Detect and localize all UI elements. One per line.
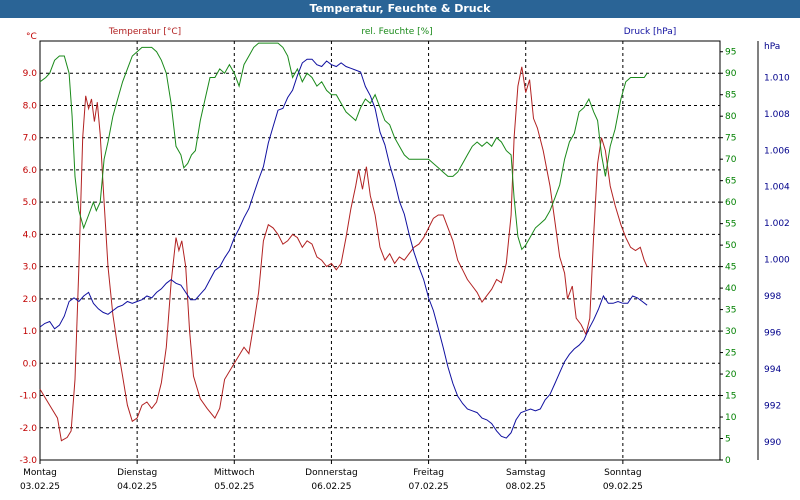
legend-entry-humidity: rel. Feuchte [%]: [361, 27, 432, 37]
legend-entry-pressure: Druck [hPa]: [624, 27, 677, 37]
temperature-tick-label: 8.0: [23, 101, 38, 111]
temperature-tick-label: 9.0: [23, 69, 38, 79]
pressure-tick-label: 992: [764, 401, 781, 411]
temperature-tick-label: 4.0: [23, 230, 38, 240]
temperature-tick-label: -1.0: [19, 392, 37, 402]
humidity-tick-label: 80: [725, 112, 737, 122]
legend-entry-temperature: Temperatur [°C]: [108, 27, 181, 37]
humidity-tick-label: 60: [725, 198, 737, 208]
chart-svg: 9.0 8.0 7.0 6.0 5.0 4.0 3.0 2.0 1.0 0.0 -1.0 -2.0 -3…: [19, 27, 790, 492]
humidity-tick-label: 25: [725, 349, 736, 359]
x-day-label: Mittwoch: [214, 468, 255, 478]
x-date-label: 08.02.25: [506, 482, 546, 492]
x-date-label: 05.02.25: [214, 482, 254, 492]
pressure-tick-label: 1.010: [764, 73, 790, 83]
humidity-tick-label: 30: [725, 327, 737, 337]
x-date-label: 07.02.25: [409, 482, 449, 492]
x-day-label: Samstag: [506, 468, 545, 478]
x-day-label: Sonntag: [604, 468, 641, 478]
series-layer: [39, 42, 648, 442]
humidity-tick-label: 55: [725, 220, 736, 230]
humidity-tick-label: 20: [725, 370, 737, 380]
humidity-tick-label: 15: [725, 392, 736, 402]
humidity-tick-label: 75: [725, 134, 736, 144]
pressure-tick-label: 1.004: [764, 183, 790, 193]
temperature-tick-label: 6.0: [23, 166, 38, 176]
temperature-tick-label: 0.0: [23, 359, 38, 369]
humidity-tick-label: 40: [725, 284, 737, 294]
pressure-tick-label: 1.002: [764, 219, 790, 229]
temperature-tick-label: 7.0: [23, 134, 38, 144]
pressure-tick-label: 996: [764, 328, 781, 338]
temperature-tick-label: 1.0: [23, 327, 38, 337]
x-date-label: 04.02.25: [117, 482, 157, 492]
pressure-tick-label: 990: [764, 438, 781, 448]
humidity-tick-label: 5: [725, 435, 731, 445]
series-line-humidity: [39, 42, 648, 251]
plot-area: [39, 40, 721, 461]
series-line-pressure: [39, 58, 648, 439]
axes: 9.0 8.0 7.0 6.0 5.0 4.0 3.0 2.0 1.0 0.0 -1.0 -2.0 -3…: [19, 32, 790, 492]
humidity-tick-label: 50: [725, 241, 737, 251]
legend: Temperatur [°C] rel. Feuchte [%] Druck [hP…: [108, 27, 676, 37]
humidity-tick-label: 35: [725, 306, 736, 316]
x-date-label: 03.02.25: [20, 482, 60, 492]
humidity-tick-label: 85: [725, 91, 736, 101]
humidity-tick-label: 45: [725, 263, 736, 273]
x-day-label: Montag: [23, 468, 57, 478]
x-day-label: Donnerstag: [305, 468, 358, 478]
temperature-tick-label: 3.0: [23, 263, 38, 273]
x-day-label: Freitag: [413, 468, 444, 478]
humidity-tick-label: 65: [725, 177, 736, 187]
humidity-tick-label: 0: [725, 456, 731, 466]
humidity-tick-label: 90: [725, 69, 737, 79]
humidity-tick-label: 10: [725, 413, 737, 423]
pressure-tick-label: 1.000: [764, 256, 790, 266]
pressure-tick-label: 994: [764, 365, 781, 375]
chart-title: Temperatur, Feuchte & Druck: [0, 0, 800, 18]
pressure-axis-unit: hPa: [764, 42, 780, 52]
temperature-tick-label: -2.0: [19, 424, 37, 434]
pressure-tick-label: 1.006: [764, 146, 790, 156]
pressure-tick-label: 998: [764, 292, 781, 302]
humidity-tick-label: 70: [725, 155, 737, 165]
temperature-axis-unit: °C: [26, 32, 37, 42]
x-day-label: Dienstag: [117, 468, 157, 478]
temperature-tick-label: 5.0: [23, 198, 38, 208]
pressure-tick-label: 1.008: [764, 110, 790, 120]
temperature-tick-label: 2.0: [23, 295, 38, 305]
x-date-label: 06.02.25: [311, 482, 351, 492]
x-date-label: 09.02.25: [603, 482, 643, 492]
humidity-tick-label: 95: [725, 48, 736, 58]
temperature-tick-label: -3.0: [19, 456, 37, 466]
